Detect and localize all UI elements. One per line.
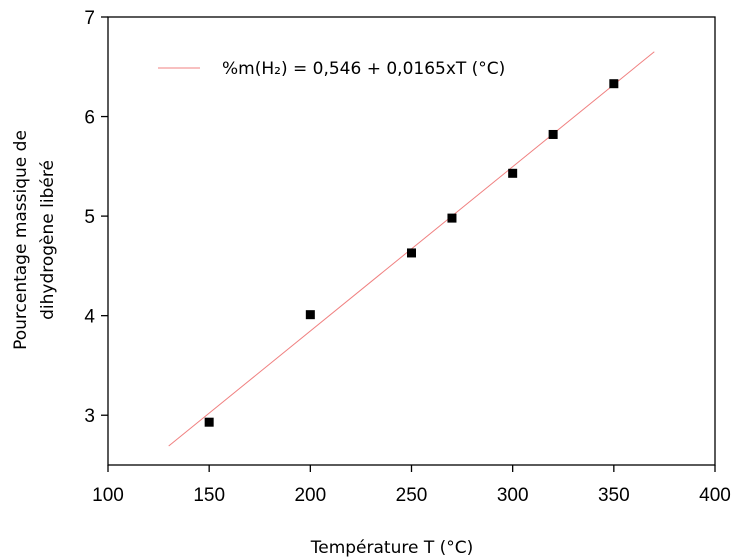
y-tick-label: 4 — [84, 307, 95, 328]
y-axis-title-line-1: Pourcentage massique de — [11, 130, 31, 350]
x-tick-label: 300 — [497, 485, 529, 506]
y-tick-label: 5 — [84, 207, 95, 228]
y-tick-label: 7 — [84, 8, 95, 29]
legend: %m(H₂) = 0,546 + 0,0165xT (°C) — [158, 59, 505, 79]
data-point — [548, 129, 558, 139]
plot-frame — [107, 16, 716, 466]
x-tick-label: 150 — [193, 485, 225, 506]
y-tick-labels: 3 4 5 6 7 — [84, 8, 95, 427]
y-tick-label: 3 — [84, 406, 95, 427]
data-point — [508, 168, 518, 178]
x-tick-label: 250 — [396, 485, 428, 506]
x-tick-label: 350 — [598, 485, 630, 506]
axis-ticks — [101, 16, 716, 472]
y-tick-label: 6 — [84, 108, 95, 129]
y-axis-title: Pourcentage massique de dihydrogène libé… — [11, 130, 58, 350]
data-point — [447, 213, 457, 223]
legend-label: %m(H₂) = 0,546 + 0,0165xT (°C) — [222, 59, 505, 79]
x-tick-label: 100 — [92, 485, 124, 506]
y-axis-title-line-2: dihydrogène libéré — [38, 160, 58, 320]
x-axis-title: Température T (°C) — [310, 538, 474, 558]
data-point — [204, 417, 214, 427]
x-tick-label: 400 — [699, 485, 731, 506]
x-tick-label: 200 — [294, 485, 326, 506]
data-points — [204, 79, 619, 427]
data-point — [609, 79, 619, 89]
data-point — [407, 248, 416, 258]
data-point — [305, 310, 315, 320]
x-tick-labels: 100 150 200 250 300 350 400 — [92, 485, 731, 506]
